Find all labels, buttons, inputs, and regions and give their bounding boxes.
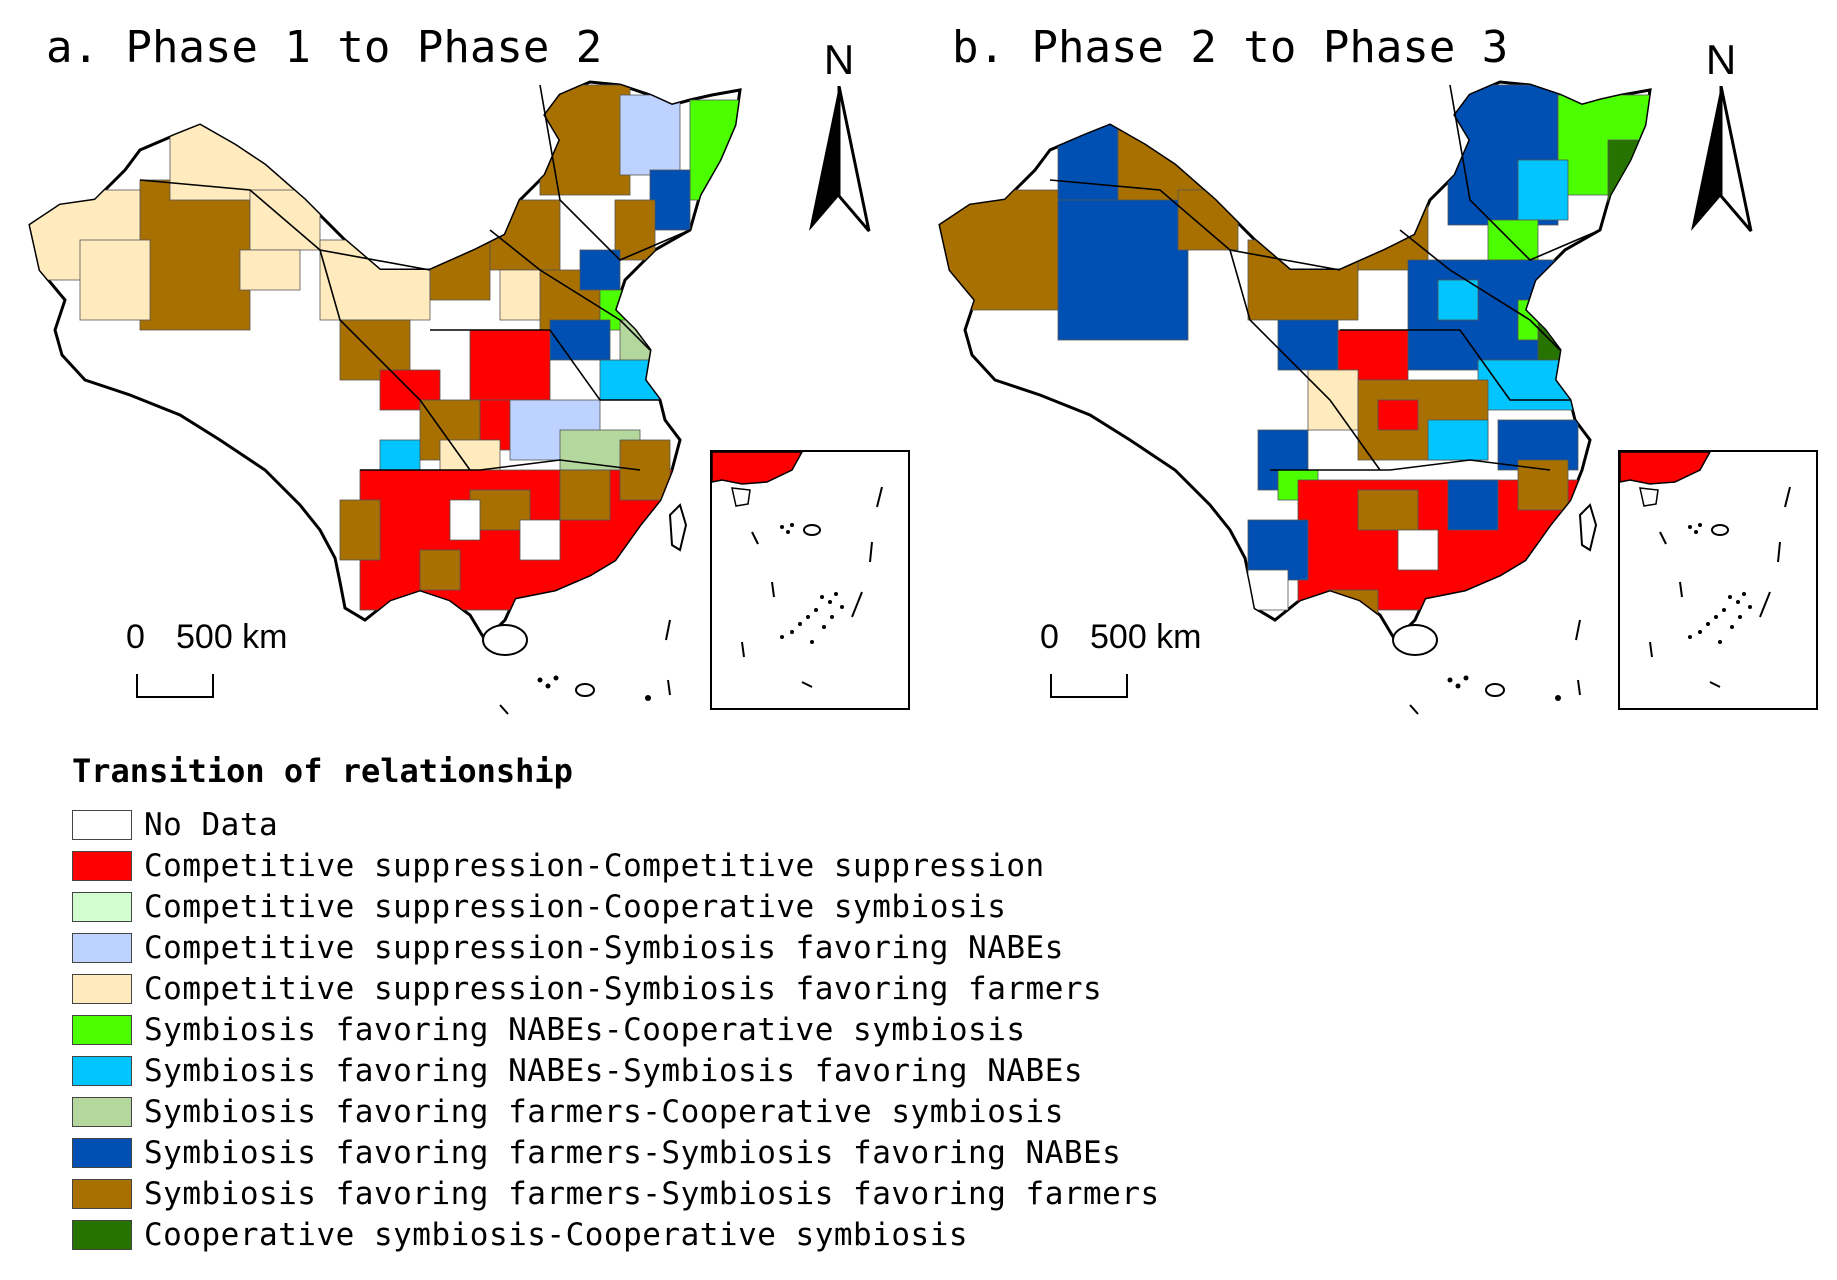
north-label: N	[823, 36, 855, 83]
legend-item: Competitive suppression-Symbiosis favori…	[72, 968, 1160, 1009]
legend-swatch	[72, 1219, 132, 1250]
legend-swatch	[72, 973, 132, 1004]
legend-label: No Data	[144, 806, 279, 843]
scale-zero: 0	[126, 618, 145, 656]
legend-swatch	[72, 932, 132, 963]
legend-label: Competitive suppression-Cooperative symb…	[144, 888, 1007, 925]
legend-title: Transition of relationship	[72, 752, 573, 790]
legend-item: Symbiosis favoring farmers-Cooperative s…	[72, 1091, 1160, 1132]
legend-label: Symbiosis favoring NABEs-Cooperative sym…	[144, 1011, 1026, 1048]
scale-zero: 0	[1040, 618, 1059, 656]
scale-label: 500 km	[1090, 618, 1202, 656]
legend-swatch	[72, 850, 132, 881]
legend-swatch	[72, 1096, 132, 1127]
legend-item: Symbiosis favoring farmers-Symbiosis fav…	[72, 1173, 1160, 1214]
north-arrow-icon	[809, 86, 871, 232]
china-map	[28, 80, 742, 715]
legend-label: Competitive suppression-Symbiosis favori…	[144, 970, 1103, 1007]
legend-label: Symbiosis favoring farmers-Symbiosis fav…	[144, 1134, 1122, 1171]
legend-item: Competitive suppression-Cooperative symb…	[72, 886, 1160, 927]
legend-item: No Data	[72, 804, 1160, 845]
map-panel-b: b. Phase 2 to Phase 3	[918, 0, 1836, 720]
legend-item: Symbiosis favoring NABEs-Cooperative sym…	[72, 1009, 1160, 1050]
legend-item: Cooperative symbiosis-Cooperative symbio…	[72, 1214, 1160, 1255]
legend-item: Competitive suppression-Competitive supp…	[72, 845, 1160, 886]
south-china-sea-inset	[1618, 450, 1818, 710]
scale-label: 500 km	[176, 618, 288, 656]
legend-label: Competitive suppression-Symbiosis favori…	[144, 929, 1064, 966]
north-label: N	[1705, 36, 1737, 83]
legend-item: Symbiosis favoring farmers-Symbiosis fav…	[72, 1132, 1160, 1173]
legend-label: Cooperative symbiosis-Cooperative symbio…	[144, 1216, 969, 1253]
north-arrow-icon	[1691, 86, 1753, 232]
scale-line	[136, 674, 214, 698]
south-china-sea-inset	[710, 450, 910, 710]
map-panel-a: a. Phase 1 to Phase 2	[0, 0, 918, 720]
panel-title: b. Phase 2 to Phase 3	[952, 22, 1509, 73]
china-map	[938, 80, 1652, 715]
legend-swatch	[72, 891, 132, 922]
legend-label: Symbiosis favoring farmers-Symbiosis fav…	[144, 1175, 1160, 1212]
legend-swatch	[72, 1014, 132, 1045]
legend-label: Symbiosis favoring farmers-Cooperative s…	[144, 1093, 1064, 1130]
scale-line	[1050, 674, 1128, 698]
map-legend: Transition of relationship No Data Compe…	[72, 752, 1160, 1255]
legend-swatch	[72, 1055, 132, 1086]
legend-swatch	[72, 809, 132, 840]
legend-item: Symbiosis favoring NABEs-Symbiosis favor…	[72, 1050, 1160, 1091]
north-arrow: N	[1676, 36, 1766, 232]
legend-label: Competitive suppression-Competitive supp…	[144, 847, 1045, 884]
legend-swatch	[72, 1137, 132, 1168]
legend-item: Competitive suppression-Symbiosis favori…	[72, 927, 1160, 968]
legend-swatch	[72, 1178, 132, 1209]
panel-title: a. Phase 1 to Phase 2	[46, 22, 603, 73]
legend-label: Symbiosis favoring NABEs-Symbiosis favor…	[144, 1052, 1084, 1089]
north-arrow: N	[794, 36, 884, 232]
